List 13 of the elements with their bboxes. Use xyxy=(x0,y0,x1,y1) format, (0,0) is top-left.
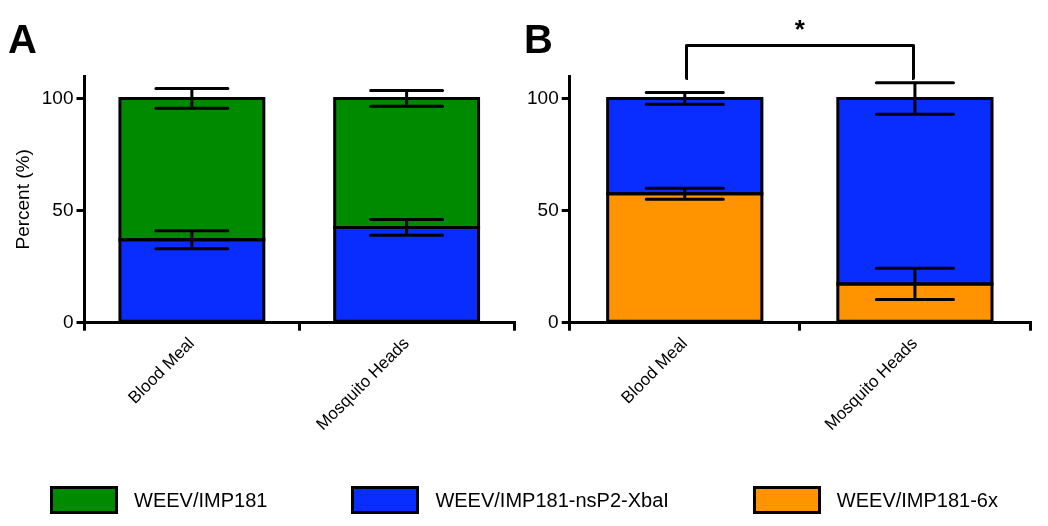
y-tick-label: 0 xyxy=(548,310,559,332)
y-tick-label: 100 xyxy=(527,86,559,108)
y-tick-label: 50 xyxy=(52,198,74,220)
chart-title: B xyxy=(524,17,553,62)
legend-label: WEEV/IMP181 xyxy=(134,488,268,512)
y-tick-label: 0 xyxy=(62,310,74,332)
legend-label: WEEV/IMP181-nsP2-XbaI xyxy=(435,488,669,512)
y-axis-title: Percent (%) xyxy=(11,149,33,250)
text: * xyxy=(793,14,806,45)
chart-title: A xyxy=(8,17,37,62)
y-tick-label: 100 xyxy=(41,86,74,108)
legend-label: WEEV/IMP181-6x xyxy=(836,488,998,512)
y-tick-label: 50 xyxy=(537,198,559,220)
